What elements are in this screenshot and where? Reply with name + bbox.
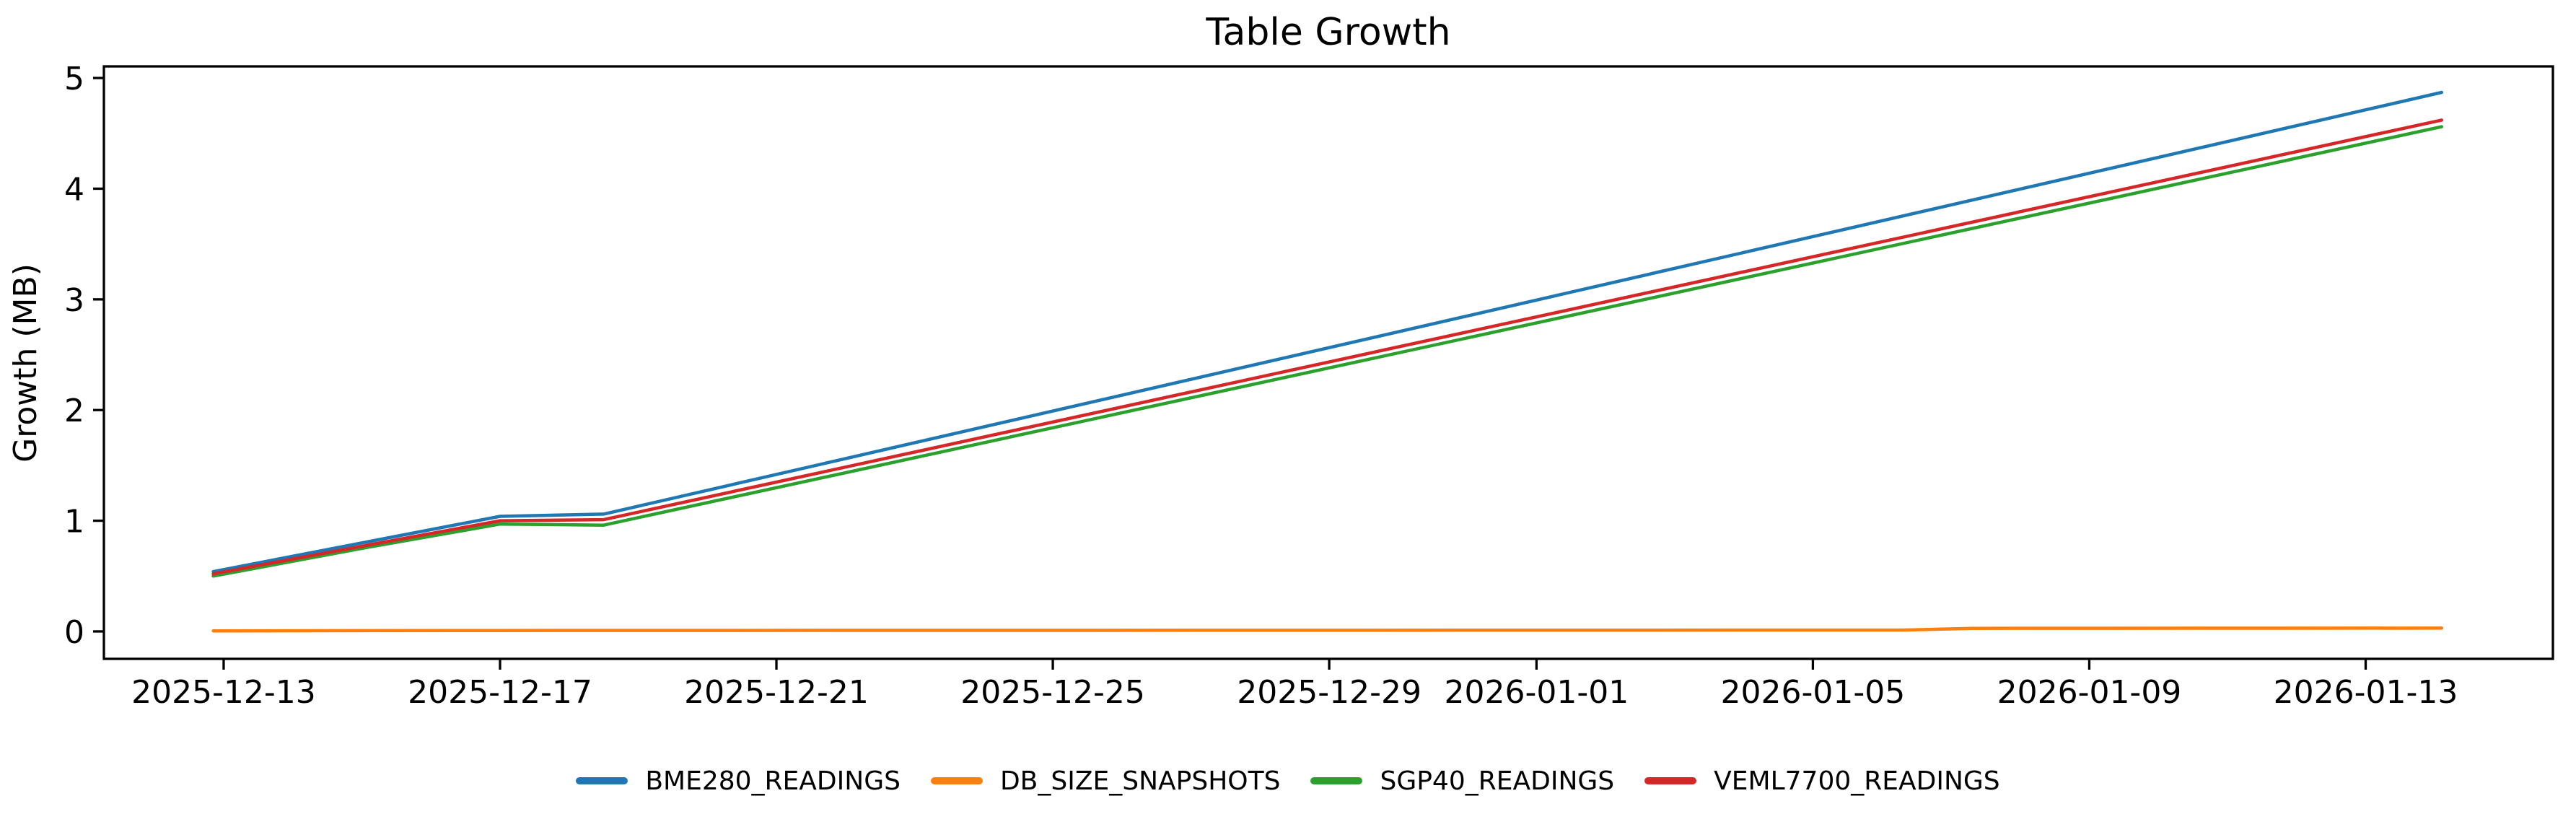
y-tick-label: 1 (64, 504, 84, 541)
x-tick-label: 2026-01-13 (2274, 674, 2458, 711)
x-tick-label: 2026-01-01 (1445, 674, 1629, 711)
series-line-db_size_snapshots (211, 626, 2444, 633)
legend-line-swatch-green-icon (1310, 777, 1363, 784)
legend: BME280_READINGS DB_SIZE_SNAPSHOTS SGP40_… (0, 759, 2576, 802)
series-line-veml7700_readings (211, 118, 2444, 576)
x-tick-label: 2026-01-05 (1721, 674, 1906, 711)
legend-label: BME280_READINGS (645, 766, 901, 796)
x-tick-label: 2025-12-17 (408, 674, 592, 711)
legend-entry-db-size-snapshots: DB_SIZE_SNAPSHOTS (930, 766, 1281, 796)
legend-label: VEML7700_READINGS (1714, 766, 2000, 796)
x-tick-label: 2025-12-29 (1237, 674, 1421, 711)
series-line-sgp40_readings (211, 125, 2444, 578)
legend-entry-sgp40-readings: SGP40_READINGS (1310, 766, 1614, 796)
y-tick-label: 3 (64, 282, 84, 319)
legend-entry-bme280-readings: BME280_READINGS (576, 766, 901, 796)
legend-line-swatch-blue-icon (576, 777, 628, 784)
x-tick-label: 2025-12-13 (131, 674, 316, 711)
x-tick-label: 2025-12-25 (960, 674, 1145, 711)
legend-line-swatch-red-icon (1644, 777, 1697, 784)
legend-label: DB_SIZE_SNAPSHOTS (999, 766, 1281, 796)
y-tick-label: 2 (64, 393, 84, 429)
chart-title: Table Growth (1206, 11, 1451, 54)
x-tick-label: 2025-12-21 (684, 674, 869, 711)
y-tick-label: 4 (64, 171, 84, 208)
y-tick-label: 5 (64, 61, 84, 97)
legend-entry-veml7700-readings: VEML7700_READINGS (1644, 766, 2000, 796)
x-tick-label: 2026-01-09 (1997, 674, 2182, 711)
legend-line-swatch-orange-icon (930, 777, 983, 784)
legend-label: SGP40_READINGS (1380, 766, 1615, 796)
series-line-bme280_readings (211, 90, 2444, 574)
y-tick-label: 0 (64, 614, 84, 651)
